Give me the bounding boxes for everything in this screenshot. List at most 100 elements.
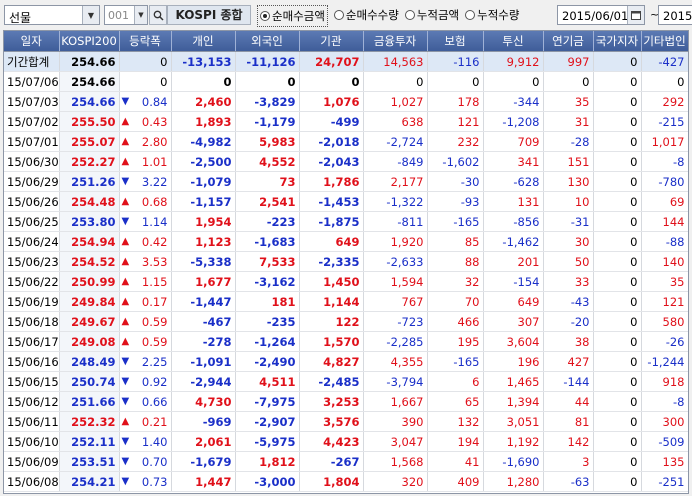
investment-trust-cell: 1,394: [483, 391, 544, 412]
date-to-input[interactable]: 2015: [658, 5, 692, 25]
column-header[interactable]: 보험: [427, 31, 484, 52]
financial-investment-cell: 638: [363, 111, 428, 132]
individual-cell: 2,061: [171, 431, 236, 452]
table-row[interactable]: 15/07/03 254.66 ▼ 0.84 2,460 -3,829 1,076 1,027…: [4, 91, 688, 112]
column-header[interactable]: 국가지자: [593, 31, 642, 52]
foreign-cell: -5,975: [235, 431, 300, 452]
table-row[interactable]: 15/06/09 253.51 ▼ 0.70 -1,679 1,812 -267 1,568 4…: [4, 451, 688, 472]
change-cell: ▲ 2.80: [119, 131, 172, 152]
government-cell: 0: [593, 411, 642, 432]
pension-fund-cell: -28: [543, 131, 594, 152]
calendar-icon[interactable]: [627, 6, 644, 24]
date-separator: ~: [650, 8, 660, 21]
other-corp-cell: 35: [641, 271, 688, 292]
column-header[interactable]: KOSPI200: [59, 31, 120, 52]
column-header[interactable]: 외국인: [235, 31, 300, 52]
investment-trust-cell: 1,465: [483, 371, 544, 392]
search-button[interactable]: [149, 5, 167, 25]
column-header[interactable]: 기관: [299, 31, 364, 52]
column-header[interactable]: 기타법인: [641, 31, 688, 52]
insurance-cell: -165: [427, 211, 484, 232]
institution-cell: -499: [299, 111, 364, 132]
chevron-down-icon[interactable]: ▼: [82, 6, 99, 24]
pension-fund-cell: 33: [543, 271, 594, 292]
column-header[interactable]: 개인: [171, 31, 236, 52]
radio-net-buy-amount[interactable]: 순매수금액: [257, 5, 328, 27]
individual-cell: 4,730: [171, 391, 236, 412]
investment-trust-cell: -1,462: [483, 231, 544, 252]
insurance-cell: 195: [427, 331, 484, 352]
change-value: 0: [160, 54, 168, 69]
foreign-cell: 2,541: [235, 191, 300, 212]
foreign-cell: 4,552: [235, 151, 300, 172]
date-cell: 15/06/08: [4, 471, 60, 492]
column-header[interactable]: 등락폭: [119, 31, 172, 52]
summary-row[interactable]: 기간합계 254.66 0 -13,153 -11,126 24,707 14,563 -11…: [4, 51, 688, 72]
investment-trust-cell: -344: [483, 91, 544, 112]
date-to-value: 2015: [663, 9, 692, 23]
kospi200-cell: 252.32: [59, 411, 120, 432]
table-row[interactable]: 15/06/18 249.67 ▲ 0.59 -467 -235 122 -723 466 307…: [4, 311, 688, 332]
table-row[interactable]: 15/06/30 252.27 ▲ 1.01 -2,500 4,552 -2,043 -849…: [4, 151, 688, 172]
date-cell: 기간합계: [4, 51, 60, 72]
column-header[interactable]: 투신: [483, 31, 544, 52]
table-row[interactable]: 15/07/01 255.07 ▲ 2.80 -4,982 5,983 -2,018 -2,7…: [4, 131, 688, 152]
table-row[interactable]: 15/06/08 254.21 ▼ 0.73 1,447 -3,000 1,804 320 40…: [4, 471, 688, 492]
triangle-down-icon: ▼: [121, 176, 130, 187]
column-header[interactable]: 금융투자: [363, 31, 428, 52]
change-cell: ▲ 0.59: [119, 331, 172, 352]
individual-cell: 1,677: [171, 271, 236, 292]
change-cell: ▼ 1.40: [119, 431, 172, 452]
pension-fund-cell: 38: [543, 331, 594, 352]
change-value: 0.84: [141, 94, 168, 109]
investor-trading-grid[interactable]: 일자 KOSPI200 등락폭 개인 외국인 기관 금융투자 보험 투신 연기금 국가지자 기타법인 …: [3, 30, 689, 494]
individual-cell: -2,944: [171, 371, 236, 392]
table-row[interactable]: 15/06/17 249.08 ▲ 0.59 -278 -1,264 1,570 -2,285…: [4, 331, 688, 352]
government-cell: 0: [593, 251, 642, 272]
radio-net-buy-quantity[interactable]: 순매수수량: [333, 5, 399, 25]
government-cell: 0: [593, 131, 642, 152]
table-row[interactable]: 15/06/25 253.80 ▼ 1.14 1,954 -223 -1,875 -811 -1…: [4, 211, 688, 232]
radio-dot: [260, 11, 270, 21]
table-row[interactable]: 15/06/12 251.66 ▼ 0.66 4,730 -7,975 3,253 1,667…: [4, 391, 688, 412]
date-cell: 15/06/26: [4, 191, 60, 212]
kospi200-cell: 254.66: [59, 51, 120, 72]
code-input[interactable]: 001 ▼: [104, 5, 148, 25]
search-icon: [153, 10, 164, 21]
individual-cell: -2,500: [171, 151, 236, 172]
government-cell: 0: [593, 51, 642, 72]
table-row[interactable]: 15/06/16 248.49 ▼ 2.25 -1,091 -2,490 4,827 4,35…: [4, 351, 688, 372]
foreign-cell: -223: [235, 211, 300, 232]
other-corp-cell: -509: [641, 431, 688, 452]
radio-label: 순매수금액: [272, 9, 325, 23]
radio-cumulative-amount[interactable]: 누적금액: [404, 5, 459, 25]
table-row[interactable]: 15/06/24 254.94 ▲ 0.42 1,123 -1,683 649 1,920 85…: [4, 231, 688, 252]
date-from-input[interactable]: 2015/06/01: [557, 5, 645, 25]
column-header[interactable]: 일자: [4, 31, 60, 52]
market-select[interactable]: 선물 ▼: [4, 5, 100, 25]
investment-trust-cell: 9,912: [483, 51, 544, 72]
government-cell: 0: [593, 231, 642, 252]
column-header[interactable]: 연기금: [543, 31, 594, 52]
table-row[interactable]: 15/06/19 249.84 ▲ 0.17 -1,447 181 1,144 767 70 64…: [4, 291, 688, 312]
radio-cumulative-quantity[interactable]: 누적수량: [465, 5, 519, 25]
table-row[interactable]: 15/06/10 252.11 ▼ 1.40 2,061 -5,975 4,423 3,047…: [4, 431, 688, 452]
triangle-up-icon: ▲: [121, 116, 130, 127]
government-cell: 0: [593, 451, 642, 472]
chevron-down-icon[interactable]: ▼: [134, 6, 147, 24]
foreign-cell: 5,983: [235, 131, 300, 152]
insurance-cell: 178: [427, 91, 484, 112]
table-row[interactable]: 15/07/02 255.50 ▲ 0.43 1,893 -1,179 -499 638 121…: [4, 111, 688, 132]
change-value: 0.43: [141, 114, 168, 129]
table-row[interactable]: 15/07/06 254.66 0 0 0 0 0 0 0 0 0 0: [4, 71, 688, 92]
table-row[interactable]: 15/06/29 251.26 ▼ 3.22 -1,079 73 1,786 2,177 -30…: [4, 171, 688, 192]
date-cell: 15/06/12: [4, 391, 60, 412]
table-row[interactable]: 15/06/11 252.32 ▲ 0.21 -969 -2,907 3,576 390 132…: [4, 411, 688, 432]
table-row[interactable]: 15/06/23 254.52 ▲ 3.53 -5,338 7,533 -2,335 -2,6…: [4, 251, 688, 272]
table-row[interactable]: 15/06/22 250.99 ▲ 1.15 1,677 -3,162 1,450 1,594…: [4, 271, 688, 292]
table-row[interactable]: 15/06/26 254.48 ▲ 0.68 -1,157 2,541 -1,453 -1,3…: [4, 191, 688, 212]
pension-fund-cell: 35: [543, 91, 594, 112]
other-corp-cell: -88: [641, 231, 688, 252]
investment-trust-cell: 201: [483, 251, 544, 272]
table-row[interactable]: 15/06/15 250.74 ▼ 0.92 -2,944 4,511 -2,485 -3,7…: [4, 371, 688, 392]
